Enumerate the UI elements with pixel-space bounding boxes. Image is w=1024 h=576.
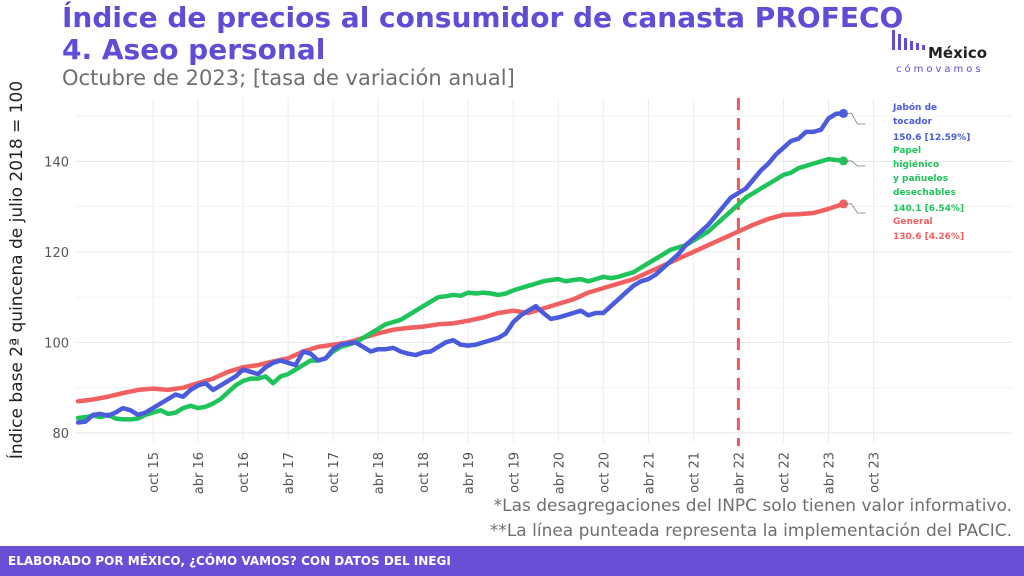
series-end-label: 140.1 [6.54%] [893, 204, 964, 214]
series-end-label: 130.6 [4.26%] [893, 232, 964, 242]
chart-subtitle: Octubre de 2023; [tasa de variación anua… [62, 66, 515, 90]
footnotes: *Las desagregaciones del INPC solo tiene… [490, 494, 1012, 544]
mexico-como-vamos-logo: México cómovamos [886, 22, 1006, 84]
y-tick-label: 120 [44, 246, 69, 261]
x-tick-label: oct 19 [507, 452, 522, 493]
grid [75, 98, 1012, 442]
y-tick-label: 140 [44, 155, 69, 170]
y-axis-label: Índice base 2ª quincena de julio 2018 = … [5, 81, 27, 459]
x-tick-label: oct 21 [687, 452, 702, 493]
x-tick-label: abr 20 [552, 452, 567, 494]
x-tick-label: abr 17 [282, 452, 297, 494]
line-chart: 80 100 120 140 oct 15 abr 16 oct 16 abr 17 oct 1… [5, 81, 1012, 494]
y-tick-label: 80 [52, 427, 69, 442]
x-tick-label: oct 15 [147, 452, 162, 493]
x-tick-label: oct 22 [777, 452, 792, 493]
x-tick-label: oct 23 [868, 452, 883, 493]
series-line [75, 111, 846, 425]
x-tick-label: oct 20 [597, 452, 612, 493]
series-end-label: 150.6 [12.59%] [893, 133, 970, 143]
chart-title: Índice de precios al consumidor de canas… [62, 2, 903, 66]
logo-word: México [928, 44, 988, 62]
series-line [75, 156, 846, 422]
label-leader-line [843, 160, 866, 167]
series-line [75, 201, 846, 404]
series-lines: Jabón de tocador 150.6 [12.59%] Papel higién… [75, 98, 970, 446]
x-tick-label: abr 21 [642, 452, 657, 494]
chart-title-line1: Índice de precios al consumidor de canas… [62, 1, 904, 34]
x-tick-label: abr 16 [192, 452, 207, 494]
x-tick-label: oct 17 [327, 452, 342, 493]
source-footer: ELABORADO POR MÉXICO, ¿CÓMO VAMOS? CON D… [0, 546, 1024, 576]
series-end-label: Jabón de [892, 102, 937, 113]
series-end-label: tocador [893, 117, 933, 127]
logo-subword: cómovamos [896, 64, 984, 75]
x-tick-label: oct 18 [417, 452, 432, 493]
chart-title-line2: 4. Aseo personal [62, 33, 326, 66]
footnote-1: *Las desagregaciones del INPC solo tiene… [493, 496, 1012, 516]
series-end-label: desechables [893, 188, 956, 198]
series-end-label: General [893, 217, 933, 227]
series-end-label: higiénico [893, 159, 939, 170]
x-tick-label: abr 23 [822, 452, 837, 494]
series-end-label: y pañuelos [893, 174, 948, 184]
axes: 80 100 120 140 oct 15 abr 16 oct 16 abr 17 oct 1… [44, 155, 882, 494]
x-tick-label: oct 16 [237, 452, 252, 493]
series-end-label: Papel [893, 146, 921, 156]
label-leader-line [843, 203, 866, 214]
y-tick-label: 100 [44, 336, 69, 351]
x-tick-label: abr 22 [732, 452, 747, 494]
footnote-2: **La línea punteada representa la implem… [489, 521, 1012, 541]
plot-panel [75, 98, 1012, 442]
x-tick-label: abr 18 [372, 452, 387, 494]
x-tick-label: abr 19 [462, 452, 477, 494]
label-leader-line [843, 112, 866, 125]
